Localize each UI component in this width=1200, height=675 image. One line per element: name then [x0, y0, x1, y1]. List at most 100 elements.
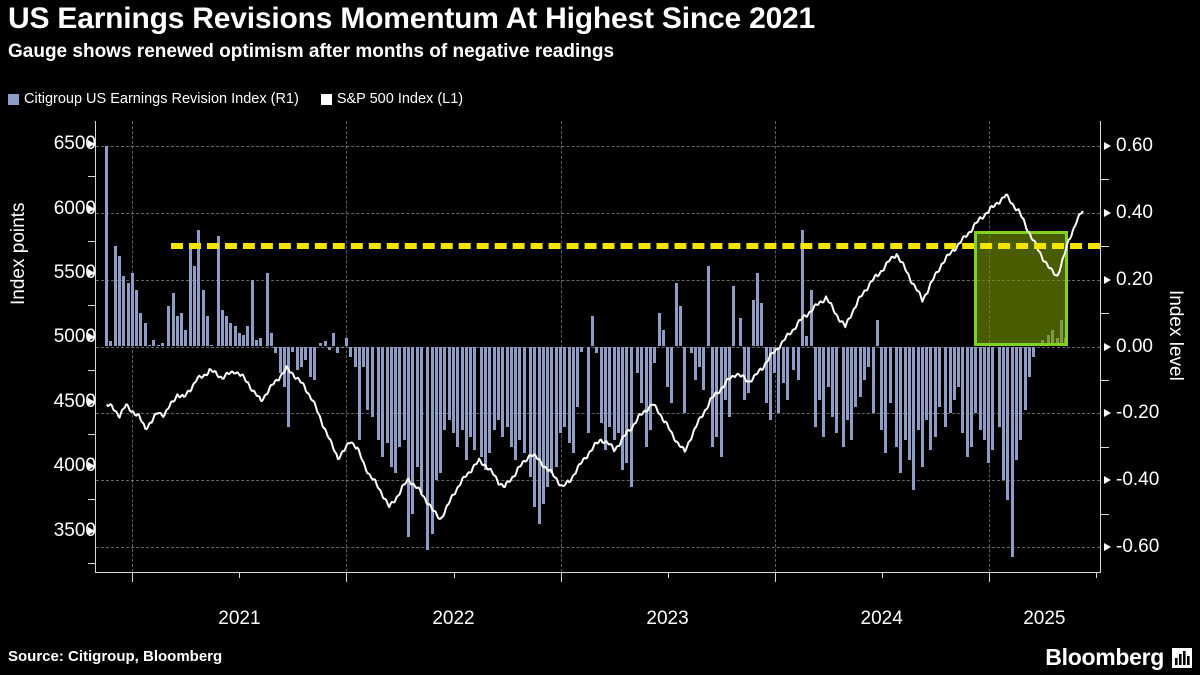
bar-earnings-revision: [300, 346, 303, 367]
bar-earnings-revision: [991, 346, 995, 451]
bar-earnings-revision: [237, 333, 241, 347]
bar-earnings-revision: [1023, 346, 1027, 410]
bar-earnings-revision: [113, 246, 117, 347]
bar-earnings-revision: [591, 316, 595, 347]
bar-earnings-revision: [792, 346, 796, 370]
bar-earnings-revision: [616, 346, 620, 434]
bar-earnings-revision: [434, 346, 438, 481]
y-axis-right-tick-label: 0.40: [1116, 201, 1153, 223]
bar-earnings-revision: [105, 146, 109, 347]
bar-earnings-revision: [899, 346, 903, 474]
bar-earnings-revision: [559, 346, 563, 434]
gridline-horizontal: [96, 546, 1100, 548]
bar-earnings-revision: [1010, 346, 1014, 557]
bar-earnings-revision: [760, 303, 764, 347]
bar-earnings-revision: [336, 346, 340, 354]
y-axis-left-tick-label: 5500: [53, 262, 96, 284]
bar-earnings-revision: [670, 346, 674, 404]
bar-earnings-revision: [291, 346, 295, 352]
y-axis-left-tick-mark: [88, 397, 95, 406]
y-axis-left-minor-tick: [88, 369, 96, 371]
bar-earnings-revision: [332, 333, 336, 347]
bar-earnings-revision: [323, 341, 327, 347]
bar-earnings-revision: [978, 346, 982, 431]
threshold-line: [170, 242, 1100, 249]
bar-earnings-revision: [139, 313, 143, 347]
bar-earnings-revision: [576, 346, 580, 407]
bar-earnings-revision: [580, 346, 584, 352]
y-axis-right-minor-tick: [1101, 379, 1109, 381]
page-subtitle: Gauge shows renewed optimism after month…: [8, 41, 615, 62]
bar-earnings-revision: [156, 344, 160, 347]
y-axis-left-tick-mark: [88, 526, 95, 535]
bar-earnings-revision: [439, 346, 443, 474]
y-axis-left-minor-tick: [88, 176, 96, 178]
bar-earnings-revision: [912, 346, 916, 491]
bar-earnings-revision: [657, 313, 661, 347]
bar-earnings-revision: [126, 283, 130, 347]
bar-earnings-revision: [965, 346, 969, 457]
bar-earnings-revision: [278, 346, 282, 374]
bar-earnings-revision: [937, 346, 941, 407]
gridline-horizontal: [96, 146, 1100, 148]
bar-earnings-revision: [586, 346, 590, 434]
bar-earnings-revision: [1032, 346, 1036, 357]
bar-earnings-revision: [903, 346, 907, 441]
legend-swatch-citi-icon: [8, 93, 19, 105]
x-axis-minor-tick: [881, 573, 883, 578]
y-axis-left-tick-label: 5000: [53, 326, 96, 348]
x-axis-tick-mark: [988, 573, 990, 582]
bar-earnings-revision: [180, 313, 184, 347]
bar-earnings-revision: [813, 346, 817, 427]
bar-earnings-revision: [255, 339, 259, 347]
bar-earnings-revision: [518, 346, 522, 441]
bar-earnings-revision: [916, 346, 920, 431]
bar-earnings-revision: [469, 346, 473, 437]
bar-earnings-revision: [464, 346, 468, 461]
legend-item-citi: Citigroup US Earnings Revision Index (R1…: [8, 91, 299, 107]
y-axis-right-minor-tick: [1101, 446, 1109, 448]
bar-earnings-revision: [773, 346, 777, 374]
bar-earnings-revision: [220, 309, 224, 347]
bar-earnings-revision: [987, 346, 991, 464]
bar-earnings-revision: [327, 346, 331, 350]
y-axis-right-tick-label: -0.60: [1116, 535, 1160, 557]
bar-earnings-revision: [398, 346, 402, 447]
legend-label-citi: Citigroup US Earnings Revision Index (R1…: [24, 91, 299, 107]
y-axis-left-minor-tick: [88, 562, 96, 564]
bar-earnings-revision: [118, 256, 122, 347]
bar-earnings-revision: [728, 346, 732, 417]
bar-earnings-revision: [621, 346, 625, 471]
bar-earnings-revision: [175, 316, 179, 347]
x-axis-tick-mark: [774, 573, 776, 582]
bar-earnings-revision: [143, 323, 147, 347]
y-axis-left-tick-label: 4500: [53, 390, 96, 412]
y-axis-left-tick-mark: [88, 462, 95, 471]
bar-earnings-revision: [755, 273, 759, 347]
y-axis-left-tick-label: 6000: [53, 197, 96, 219]
bar-earnings-revision: [109, 341, 113, 347]
bar-earnings-revision: [246, 326, 250, 347]
x-axis-tick-label: 2023: [646, 608, 689, 629]
bar-earnings-revision: [875, 319, 879, 347]
bar-earnings-revision: [683, 346, 687, 414]
y-axis-left-minor-tick: [88, 240, 96, 242]
bar-earnings-revision: [184, 329, 188, 347]
x-axis-minor-tick: [1095, 573, 1097, 578]
x-axis-tick-mark: [560, 573, 562, 582]
bar-earnings-revision: [210, 344, 214, 347]
bar-earnings-revision: [229, 323, 233, 347]
bar-earnings-revision: [764, 346, 768, 404]
y-axis-left-tick-label: 3500: [53, 519, 96, 541]
bar-earnings-revision: [944, 346, 948, 427]
legend-swatch-spx-icon: [320, 93, 332, 105]
bar-earnings-revision: [287, 346, 291, 427]
bar-earnings-revision: [270, 333, 274, 347]
bar-earnings-revision: [389, 346, 393, 467]
x-axis-minor-tick: [667, 573, 669, 578]
bar-earnings-revision: [496, 346, 500, 420]
bar-earnings-revision: [845, 346, 849, 420]
bar-earnings-revision: [274, 346, 278, 354]
bar-earnings-revision: [925, 346, 929, 420]
